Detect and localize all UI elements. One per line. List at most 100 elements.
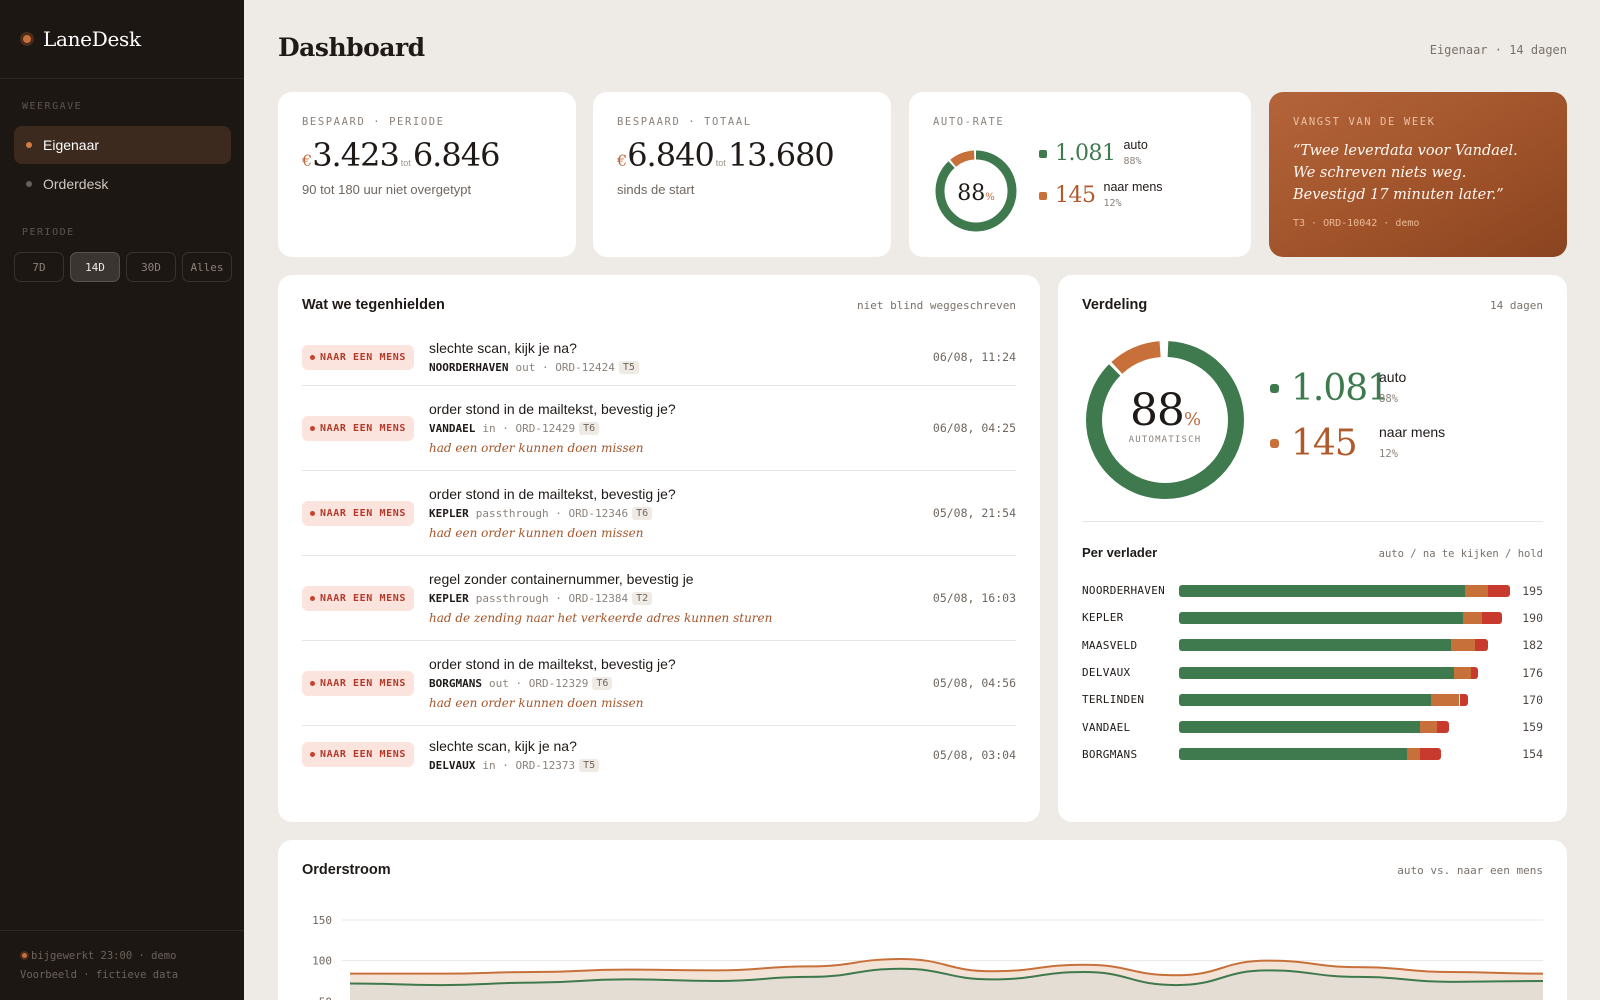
- app-name: LaneDesk: [43, 27, 141, 51]
- tier-tag: T6: [632, 507, 653, 520]
- item-meta: NOORDERHAVEN out · ORD-12424 T5: [429, 361, 933, 374]
- tier-tag: T6: [592, 677, 613, 690]
- sidebar-footer: bijgewerkt 23:00 · demo Voorbeeld · fict…: [0, 930, 244, 1000]
- logo-icon: [20, 32, 34, 46]
- order-flow-chart: 150 100 50: [312, 914, 1543, 1000]
- list-item[interactable]: NAAR EEN MENS order stond in de mailteks…: [302, 471, 1016, 556]
- human-dot-icon: [1039, 191, 1047, 200]
- status-badge: NAAR EEN MENS: [302, 742, 414, 767]
- panel-title: Verdeling: [1082, 297, 1148, 313]
- bar-row[interactable]: BORGMANS 154: [1082, 741, 1543, 768]
- item-time: 05/08, 21:54: [932, 506, 1016, 520]
- catch-quote: “Twee leverdata voor Vandael. We schreve…: [1293, 143, 1518, 203]
- list-item[interactable]: NAAR EEN MENS regel zonder containernumm…: [302, 556, 1016, 641]
- human-dot-icon: [1270, 438, 1279, 448]
- auto-dot-icon: [1270, 383, 1279, 393]
- panel-meta: 14 dagen: [1490, 299, 1543, 312]
- period-all-button[interactable]: Alles: [182, 252, 232, 282]
- period-7d-button[interactable]: 7D: [14, 252, 64, 282]
- item-title: order stond in de mailtekst, bevestig je…: [429, 656, 676, 672]
- nav-item-orderdesk[interactable]: Orderdesk: [14, 165, 231, 203]
- value-low: 3.423: [312, 136, 400, 174]
- auto-label: auto: [1123, 138, 1148, 152]
- bar-row[interactable]: KEPLER 190: [1082, 604, 1543, 631]
- legend-human: 145 naar mens 12%: [1039, 180, 1163, 211]
- carrier-total: 170: [1522, 692, 1543, 707]
- bar-row[interactable]: MAASVELD 182: [1082, 632, 1543, 659]
- item-note: had een order kunnen doen missen: [429, 441, 644, 455]
- sidebar: LaneDesk WEERGAVE Eigenaar Orderdesk PER…: [0, 0, 244, 1000]
- bar-segment-na-te-kijken: [1430, 693, 1460, 706]
- per-carrier-title: Per verlader: [1082, 545, 1158, 560]
- kpi-auto-rate: AUTO-RATE 88% 1.081 auto 88% 145 naar men…: [909, 92, 1251, 257]
- carrier-label: DELVAUX: [1082, 666, 1131, 680]
- bar-row[interactable]: NOORDERHAVEN 195: [1082, 577, 1543, 604]
- period-selector: 7D 14D 30D Alles: [14, 252, 232, 282]
- carrier-label: VANDAEL: [1082, 720, 1131, 734]
- brand[interactable]: LaneDesk: [0, 0, 244, 79]
- bar-segment-hold: [1471, 666, 1479, 679]
- nav-item-label: Eigenaar: [43, 137, 100, 153]
- bar-row[interactable]: DELVAUX 176: [1082, 659, 1543, 686]
- catch-label: VANGST VAN DE WEEK: [1293, 116, 1436, 128]
- carrier-label: MAASVELD: [1082, 638, 1138, 652]
- range-connector: tot: [400, 158, 411, 168]
- legend-auto: 1.081 auto 88%: [1039, 138, 1148, 169]
- bar-segment-na-te-kijken: [1420, 721, 1438, 734]
- bar-track: [1179, 584, 1519, 597]
- kpi-label: AUTO-RATE: [933, 116, 1005, 128]
- carrier-label: NOORDERHAVEN: [1082, 584, 1166, 598]
- list-item[interactable]: NAAR EEN MENS slechte scan, kijk je na? …: [302, 726, 1016, 783]
- divider: [1082, 521, 1543, 522]
- period-section-label: PERIODE: [22, 227, 75, 238]
- kpi-label: BESPAARD · TOTAAL: [617, 116, 752, 128]
- auto-pct: 88%: [1379, 393, 1398, 405]
- kpi-value: € 3.423 tot 6.846: [302, 136, 552, 174]
- bar-segment-hold: [1459, 693, 1468, 706]
- status-badge: NAAR EEN MENS: [302, 415, 414, 441]
- y-tick-label: 50: [319, 995, 332, 1000]
- item-time: 05/08, 16:03: [932, 591, 1016, 605]
- bar-segment-na-te-kijken: [1406, 748, 1421, 761]
- item-time: 05/08, 03:04: [932, 747, 1016, 762]
- item-note: had een order kunnen doen missen: [429, 696, 644, 710]
- carrier-total: 154: [1522, 747, 1543, 762]
- bar-segment-hold: [1474, 639, 1489, 652]
- item-meta: KEPLER passthrough · ORD-12346 T6: [429, 507, 933, 520]
- tier-tag: T2: [632, 592, 653, 605]
- item-time: 06/08, 11:24: [932, 350, 1016, 364]
- distribution-donut: [1086, 341, 1244, 499]
- nav-item-eigenaar[interactable]: Eigenaar: [14, 126, 231, 164]
- item-title: order stond in de mailtekst, bevestig je…: [429, 401, 676, 417]
- auto-dot-icon: [1039, 149, 1047, 158]
- carrier-total: 182: [1522, 638, 1543, 653]
- auto-pct: 88%: [1123, 156, 1142, 167]
- value-high: 6.846: [412, 136, 501, 174]
- area-auto: [350, 968, 1543, 1000]
- status-badge: NAAR EEN MENS: [302, 344, 414, 370]
- kpi-label: BESPAARD · PERIODE: [302, 116, 445, 128]
- distribution-caption: AUTOMATISCH: [1128, 435, 1202, 445]
- list-item[interactable]: NAAR EEN MENS order stond in de mailteks…: [302, 386, 1016, 471]
- bar-row[interactable]: VANDAEL 159: [1082, 713, 1543, 740]
- auto-count: 1.081: [1055, 141, 1116, 166]
- dot-icon: [26, 181, 32, 187]
- period-30d-button[interactable]: 30D: [126, 252, 176, 282]
- human-pct: 12%: [1103, 198, 1122, 209]
- list-item[interactable]: NAAR EEN MENS slechte scan, kijk je na? …: [302, 329, 1016, 386]
- line-naar-een-mens: [349, 958, 1543, 977]
- bar-track: [1179, 611, 1519, 624]
- page-meta: Eigenaar · 14 dagen: [1429, 43, 1567, 57]
- period-14d-button[interactable]: 14D: [70, 252, 120, 282]
- value-high: 13.680: [727, 136, 835, 174]
- kpi-saved-total: BESPAARD · TOTAAL € 6.840 tot 13.680 sin…: [593, 92, 891, 257]
- bar-row[interactable]: TERLINDEN 170: [1082, 686, 1543, 713]
- bar-segment-auto: [1179, 639, 1451, 652]
- auto-label: auto: [1379, 369, 1407, 385]
- distribution-value: 88%: [1129, 385, 1201, 436]
- status-badge: NAAR EEN MENS: [302, 670, 414, 696]
- human-count: 145: [1055, 183, 1096, 208]
- blocked-list: NAAR EEN MENS slechte scan, kijk je na? …: [302, 329, 1016, 783]
- list-item[interactable]: NAAR EEN MENS order stond in de mailteks…: [302, 641, 1016, 726]
- catch-of-the-week[interactable]: VANGST VAN DE WEEK “Twee leverdata voor …: [1269, 92, 1567, 257]
